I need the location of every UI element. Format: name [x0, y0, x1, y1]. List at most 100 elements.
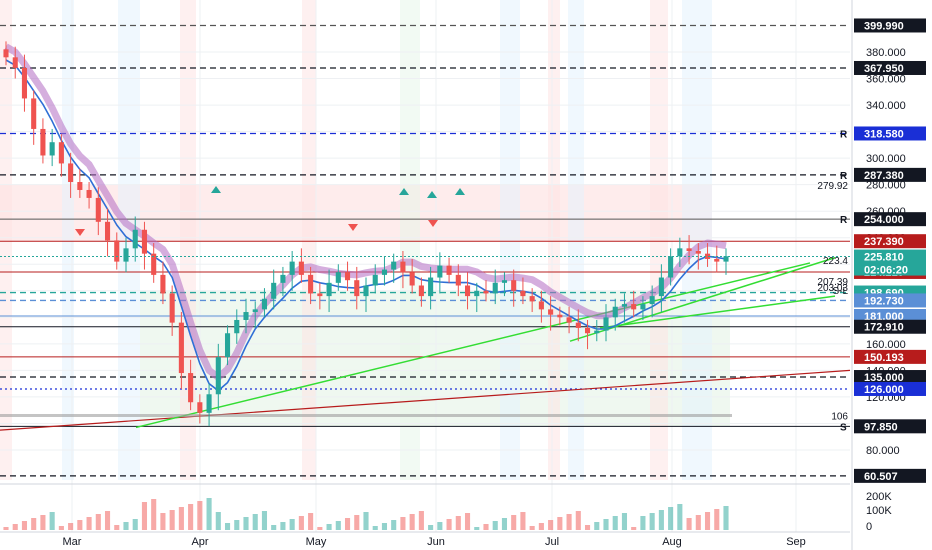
background-zones	[0, 0, 730, 480]
volume-bar	[197, 501, 203, 530]
current-price-badge	[854, 249, 926, 276]
candle	[188, 359, 194, 411]
session-stripe	[568, 0, 584, 480]
volume-bar	[640, 516, 646, 530]
candle-body	[77, 182, 83, 190]
candle	[723, 248, 729, 275]
candle	[169, 285, 175, 336]
candle-body	[640, 304, 646, 310]
candle	[511, 269, 517, 307]
support-zone	[140, 290, 730, 427]
volume-bar	[178, 507, 184, 530]
volume-bar	[464, 513, 471, 530]
volume-bar	[612, 516, 618, 530]
candle	[658, 264, 664, 313]
volume-bar	[317, 527, 323, 530]
volume-bar	[714, 509, 720, 530]
volume-bar	[363, 512, 369, 530]
candle-body	[12, 57, 18, 68]
candle-body	[344, 272, 351, 281]
candle-body	[335, 272, 341, 283]
current-price-label: 225.810	[864, 252, 904, 264]
session-stripe	[62, 0, 74, 480]
candle	[704, 243, 711, 267]
candle-body	[492, 282, 498, 294]
session-stripe	[548, 0, 560, 480]
level-badge	[854, 381, 926, 396]
volume-bar	[538, 523, 544, 530]
level-badge	[854, 212, 926, 227]
volume-bar	[308, 513, 314, 530]
price-tick-label: 300.000	[866, 153, 906, 165]
candle	[621, 293, 628, 323]
volume-bar	[224, 523, 231, 530]
buy-signal-marker	[211, 186, 221, 193]
candle	[455, 264, 461, 297]
trendline-green-3	[599, 295, 836, 329]
level-badge	[854, 309, 926, 324]
volume-bar	[649, 513, 655, 530]
price-annotation: 106	[831, 412, 848, 423]
candle	[317, 282, 323, 310]
volume-bar	[21, 521, 28, 530]
candle	[197, 394, 203, 424]
candle	[372, 264, 378, 294]
candle-body	[188, 373, 194, 403]
candle-body	[455, 274, 461, 286]
candle	[714, 245, 720, 273]
volume-bar	[58, 526, 64, 530]
candle	[409, 258, 415, 294]
volume-bar	[31, 518, 37, 530]
candle	[123, 237, 129, 273]
candle-body	[714, 258, 720, 262]
session-stripe	[180, 0, 196, 480]
candle-body	[326, 282, 332, 297]
candle-body	[658, 277, 664, 297]
candle	[428, 266, 434, 310]
volume-bar	[188, 504, 194, 530]
volume-tick-label: 100K	[866, 505, 892, 517]
candle	[418, 277, 424, 307]
candle-body	[132, 229, 138, 249]
price-tick-label: 340.000	[866, 100, 906, 112]
candle-body	[381, 269, 388, 275]
volume-bar	[95, 514, 101, 530]
candle-body	[723, 256, 729, 262]
volume-bar	[40, 515, 46, 530]
candle	[271, 269, 277, 310]
candle-body	[21, 67, 28, 99]
volume-pane: 200K 100K 0	[0, 483, 892, 533]
candle	[58, 134, 64, 177]
volume-bar	[12, 524, 18, 530]
candle	[114, 232, 120, 270]
volume-bar	[695, 515, 701, 530]
price-annotation: 223.4	[823, 256, 848, 267]
volume-bar	[492, 521, 498, 530]
level-badge-label: 135.000	[864, 372, 904, 384]
candle	[95, 187, 101, 236]
candle	[520, 277, 526, 305]
price-annotation: 203.03	[817, 283, 848, 294]
sell-signal-marker	[428, 220, 438, 227]
candle	[557, 306, 563, 326]
candle-body	[631, 304, 637, 310]
candle	[243, 298, 249, 334]
candle-body	[68, 163, 74, 183]
candles	[3, 41, 729, 427]
candle-body	[400, 261, 406, 273]
candle	[206, 383, 212, 427]
candle-body	[418, 285, 424, 297]
candle	[603, 304, 609, 342]
level-badge	[854, 293, 926, 308]
candle	[77, 168, 83, 198]
candle-body	[141, 229, 148, 254]
volume-bar	[86, 517, 92, 530]
candle	[344, 261, 351, 291]
candle	[400, 251, 406, 289]
volume-bar	[169, 510, 175, 530]
level-badge-label: 126.000	[864, 384, 904, 396]
candle	[3, 41, 9, 66]
